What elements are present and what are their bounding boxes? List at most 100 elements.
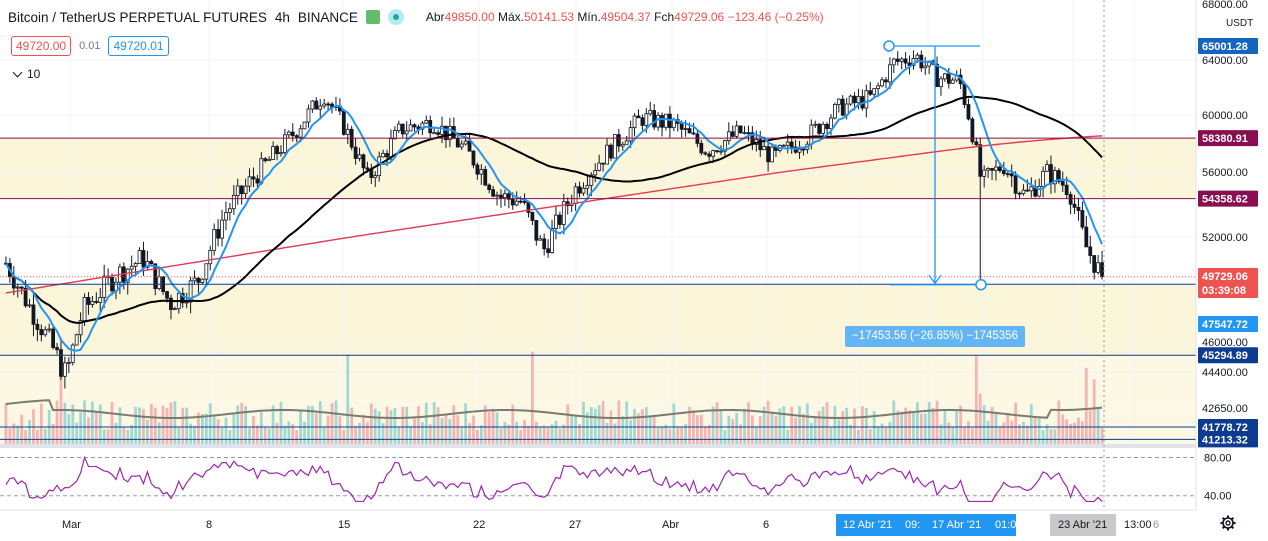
candle (1029, 177, 1034, 198)
pane-separator[interactable] (0, 444, 1196, 448)
candle (813, 120, 818, 128)
candle (102, 264, 107, 308)
volume-bar (939, 424, 943, 444)
volume-bar (338, 416, 342, 444)
candle-body (833, 104, 837, 119)
candle (609, 143, 613, 162)
volume-bar (212, 416, 216, 444)
measure-handle-start (883, 40, 895, 52)
candle (943, 72, 947, 82)
volume-bar (1014, 402, 1017, 444)
candle-body (907, 62, 912, 66)
volume-bar (59, 362, 63, 444)
candle-body (935, 63, 939, 88)
candle-body (624, 140, 629, 145)
candle-body (813, 123, 818, 126)
volume-bar (366, 422, 369, 444)
horizontal-levels[interactable] (0, 137, 1196, 440)
measure-top-tag-text: 65001.28 (1202, 41, 1248, 53)
candle (1100, 250, 1104, 280)
gear-icon[interactable] (1220, 515, 1236, 531)
candle (620, 141, 625, 151)
candle-body (200, 278, 205, 283)
rsi-pane[interactable] (0, 448, 1196, 510)
indicators-toggle[interactable]: 10 (12, 67, 40, 81)
volume-bar (452, 405, 456, 444)
candle (742, 126, 747, 135)
candle-body (1088, 246, 1093, 256)
candle (483, 165, 488, 186)
candle-body (306, 108, 311, 123)
level-tag: 41213.32 (1198, 431, 1258, 448)
candle (322, 98, 327, 109)
candle-body (652, 110, 657, 128)
candle-body (172, 308, 177, 311)
volume-bar (358, 422, 361, 444)
symbol-title[interactable]: Bitcoin / TetherUS PERPETUAL FUTURES (8, 9, 267, 25)
candle (1056, 168, 1061, 185)
volume-bar (542, 425, 546, 444)
candle-body (216, 229, 221, 239)
candle-body (691, 132, 696, 135)
crosshair-time-label: 23 Abr '21 (1058, 519, 1107, 531)
time-tick-label: 13:00 (1124, 519, 1152, 531)
volume-bar (8, 428, 12, 444)
candle-body (695, 133, 700, 144)
candle-body (581, 187, 586, 194)
candle-body (59, 349, 63, 377)
volume-bar (240, 402, 244, 444)
volume-bar (986, 420, 990, 444)
candle (467, 134, 472, 152)
candle (172, 306, 177, 311)
market-status-icon[interactable] (387, 9, 404, 25)
flag-icon[interactable] (365, 10, 380, 24)
candle-body (1056, 170, 1061, 182)
buy-button[interactable]: 49720.01 (108, 36, 169, 56)
volume-bar (868, 429, 872, 444)
candle-body (856, 96, 861, 104)
candle-body (738, 125, 743, 134)
volume-bar (385, 406, 389, 444)
candle (506, 190, 511, 209)
sell-button[interactable]: 49720.00 (11, 36, 72, 56)
measure-tool[interactable] (883, 40, 987, 291)
volume-bar (629, 420, 632, 444)
volume-bar (754, 427, 758, 444)
volume-bar (546, 426, 550, 444)
open-label: Abr (425, 10, 445, 24)
volume-bar (644, 407, 648, 444)
candle (361, 153, 366, 176)
volume-bar (884, 426, 888, 444)
candle (1080, 201, 1085, 230)
volume-bar (67, 414, 71, 444)
candle-body (224, 212, 228, 221)
volume-bar (440, 418, 444, 444)
interval-label[interactable]: 4h (274, 9, 290, 25)
volume-bar (982, 405, 986, 444)
candle-body (518, 200, 523, 203)
volume-bar (825, 402, 829, 444)
candle (797, 140, 802, 159)
volume-bar (974, 356, 978, 444)
volume-bar (558, 428, 562, 444)
candle-body (723, 140, 727, 152)
candle (271, 141, 276, 160)
last-price-tag: 49729.06 (1198, 268, 1258, 284)
volume-bar (664, 424, 668, 444)
level-tag-bg (1198, 130, 1258, 147)
volume-bar (680, 426, 684, 444)
volume-bar (519, 429, 522, 444)
candle-body (1053, 170, 1057, 185)
volume-bar (1022, 421, 1025, 444)
candle-body (660, 115, 664, 128)
countdown-tag-text: 03:39:08 (1202, 285, 1246, 297)
volume-bar (998, 426, 1002, 444)
time-axis[interactable]: Mar 8 15 22 27 Abr 6 12 Abr '21 09: 17 Abr '21 01:… (0, 509, 1196, 541)
candle-body (1009, 173, 1014, 177)
candle (239, 185, 244, 205)
volume-bar (593, 408, 597, 444)
price-axis[interactable]: 68000.00 64000.00 60000.00 56000.00 52000.00… (1195, 0, 1268, 541)
candle-body (165, 291, 169, 299)
candle-body (70, 344, 75, 363)
